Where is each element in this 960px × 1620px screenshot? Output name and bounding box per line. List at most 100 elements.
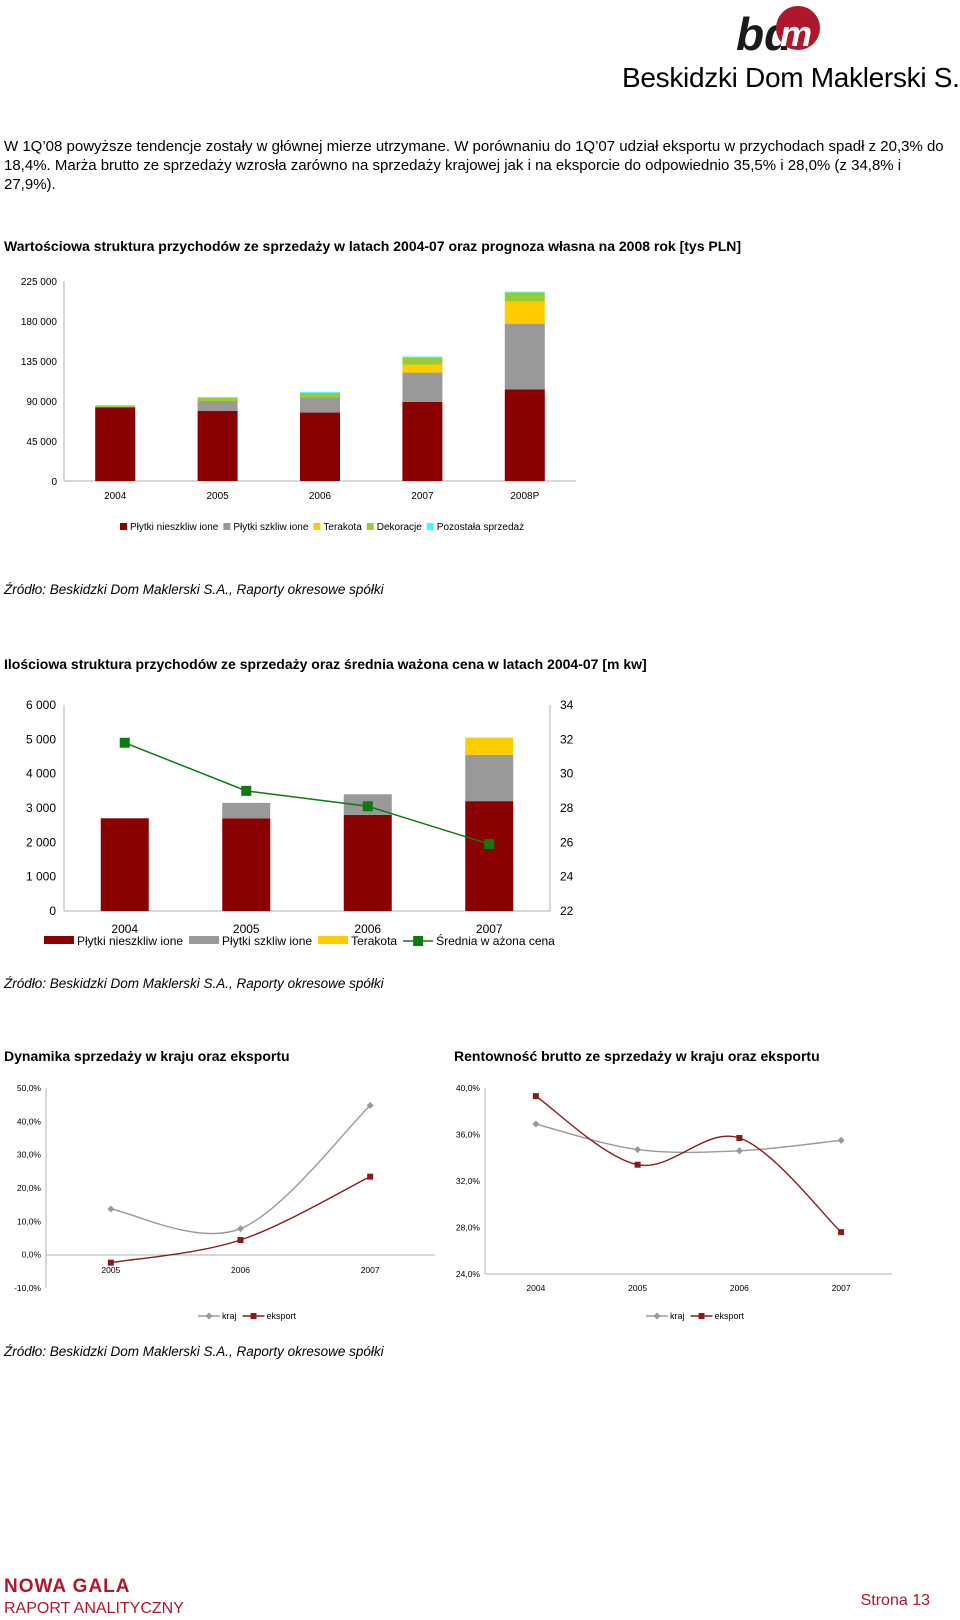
bar-segment-p-ytki-nieszkliw-ione [100,818,149,911]
legend-label: Terakota [323,522,362,533]
y-tick-label: 30,0% [17,1150,42,1160]
legend-label: Średnia w ażona cena [436,933,555,948]
y2-tick-label: 22 [560,904,574,918]
bar-segment-p-ytki-szkliw-ione [300,397,340,413]
bar-segment-pozosta-a-sprzeda [197,397,238,398]
x-tick-label: 2007 [361,1265,380,1275]
x-tick-label: 2006 [730,1283,749,1293]
legend-swatch [318,936,349,944]
y-tick-label: 0 [51,477,57,488]
bar-segment-pozosta-a-sprzeda [300,392,340,393]
y-tick-label: 40,0% [17,1116,42,1126]
legend-swatch [366,523,374,530]
legend-label: eksport [715,1311,745,1321]
bottom-charts-source: Źródło: Beskidzki Dom Maklerski S.A., Ra… [4,1344,384,1359]
y-tick-label: 10,0% [17,1216,42,1226]
bdm-logo: bd m [736,6,826,63]
legend-swatch [189,936,220,944]
qty-structure-chart: 6 000 5 000 4 000 3 000 2 000 1 000 0 34 32 30 28… [26,698,574,948]
y2-tick-label: 26 [560,835,574,849]
y-tick-label: 20,0% [17,1183,42,1193]
qty-chart-title: Ilościowa struktura przychodów ze sprzed… [4,656,647,672]
legend-label: eksport [267,1311,297,1321]
legend-swatch [313,523,321,530]
bar-segment-p-ytki-nieszkliw-ione [504,389,545,481]
x-tick-label: 2004 [104,491,127,502]
point-eksport [736,1134,743,1141]
point-kraj [837,1136,845,1144]
value-structure-chart: 225 000 180 000 135 000 90 000 45 000 0 2004 2… [21,277,576,533]
bar-segment-pozosta-a-sprzeda [504,291,545,293]
point-eksport [367,1173,374,1180]
bar-segment-p-ytki-nieszkliw-ione [197,410,238,481]
y-tick-label: 36,0% [456,1130,481,1140]
bar-segment-p-ytki-szkliw-ione [402,372,443,402]
x-tick-label: 2004 [526,1283,545,1293]
legend-swatch [120,523,127,530]
x-tick-label: 2006 [309,491,332,502]
company-logo-text: Beskidzki Dom Maklerski S.A. [622,62,960,93]
series-line-eksport [535,1095,842,1233]
avg-price-marker [362,801,373,812]
y-tick-label: 135 000 [21,357,58,368]
legend-marker [698,1313,705,1319]
point-eksport [237,1237,244,1243]
y-tick-label: 24,0% [456,1269,481,1279]
avg-price-marker [119,737,130,748]
bar-segment-p-ytki-szkliw-ione [465,754,514,802]
series-line-kraj [110,1104,371,1235]
bar-segment-p-ytki-nieszkliw-ione [300,412,340,481]
x-tick-label: 2007 [832,1283,851,1293]
bar-segment-terakota [465,737,514,755]
y-tick-label: 180 000 [21,317,58,328]
y-tick-label: 3 000 [26,801,56,815]
point-kraj [634,1146,642,1154]
legend-label: Dekoracje [377,522,422,533]
bar-segment-dekoracje [504,292,545,302]
point-kraj [237,1225,244,1233]
intro-paragraph: W 1Q’08 powyższe tendencje zostały w głó… [4,138,944,193]
legend-marker [205,1312,213,1320]
y-tick-label: 0 [49,904,56,918]
legend-label: Płytki nieszkliw ione [130,522,219,533]
bar-segment-terakota [504,301,545,324]
bar-segment-terakota [402,364,443,373]
bar-segment-p-ytki-szkliw-ione [197,401,238,411]
bar-segment-p-ytki-nieszkliw-ione [343,814,392,911]
value-chart-title: Wartościowa struktura przychodów ze sprz… [4,238,742,254]
profitability-chart: 40,0% 36,0% 32,0% 28,0% 24,0% 2004 2005 2006 20… [456,1083,892,1321]
bar-segment-dekoracje [300,393,340,398]
avg-price-line [124,742,490,845]
bar-segment-pozosta-a-sprzeda [402,356,443,358]
bar-segment-p-ytki-nieszkliw-ione [95,407,136,481]
bar-segment-pozosta-a-sprzeda [95,405,136,406]
bar-segment-dekoracje [95,405,136,408]
legend-label: Płytki nieszkliw ione [77,934,183,948]
y-tick-label: 50,0% [17,1083,42,1093]
y-tick-label: 2 000 [26,835,56,849]
legend-swatch [44,936,74,944]
point-eksport [107,1259,114,1266]
bar-segment-p-ytki-nieszkliw-ione [402,401,443,481]
y2-tick-label: 24 [560,870,574,884]
y-tick-label: 90 000 [26,397,57,408]
y-tick-label: 225 000 [21,277,58,288]
y-tick-label: 40,0% [456,1083,481,1093]
x-tick-label: 2004 [111,922,138,936]
y2-tick-label: 30 [560,767,574,781]
series-line-eksport [110,1176,371,1264]
bar-segment-p-ytki-szkliw-ione [222,802,271,819]
legend-label: Płytki szkliw ione [233,522,308,533]
profitability-chart-title: Rentowność brutto ze sprzedaży w kraju o… [454,1048,820,1064]
series-line-kraj [535,1123,842,1154]
legend-label: Płytki szkliw ione [222,934,312,948]
legend-swatch [426,523,434,530]
legend-label: Terakota [351,934,397,948]
x-tick-label: 2005 [101,1265,120,1275]
y-tick-label: 32,0% [456,1176,481,1186]
y-tick-label: 1 000 [26,870,56,884]
x-tick-label: 2006 [354,922,381,936]
y-tick-label: 4 000 [26,767,56,781]
footer-company-name: NOWA GALA [4,1576,131,1597]
y-tick-label: 5 000 [26,732,56,746]
